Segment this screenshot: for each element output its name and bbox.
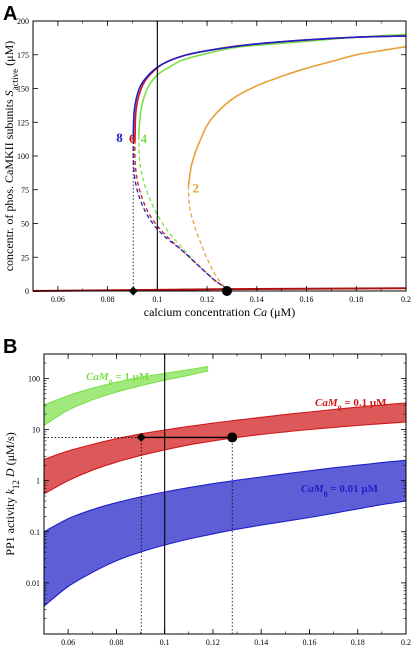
band-lower-0 — [43, 370, 209, 426]
panel-letter-b: B — [3, 336, 17, 358]
y-tick-label: 75 — [21, 186, 29, 195]
x-tick-label: 0.08 — [101, 295, 115, 304]
x-axis-label: calcium concentration Ca (μM) — [144, 305, 295, 319]
x-tick-label: 0.12 — [206, 638, 220, 647]
band-label-2: CaM0 = 0.01 μM — [301, 483, 379, 499]
x-tick-label: 0.06 — [61, 638, 75, 647]
y-tick-label: 150 — [17, 85, 29, 94]
stable-branch-8 — [132, 35, 407, 140]
curve-label-6: 6 — [129, 131, 136, 146]
y-tick-label: 175 — [17, 51, 29, 60]
band-lower-2 — [43, 500, 407, 607]
band-fill-2 — [44, 460, 406, 607]
band-fill-0 — [44, 366, 209, 426]
plot-frame — [32, 20, 407, 292]
x-tick-label: 0.2 — [401, 638, 411, 647]
chart-b: CaM0 = 1 μM CaM0 = 0.1 μM CaM0 = 0.01 μM 0.… — [3, 353, 411, 650]
unstable-branch-4 — [138, 135, 228, 291]
panel-letter-a: A — [3, 3, 17, 25]
band-lower-1 — [43, 421, 407, 495]
y-tick-label: 125 — [17, 118, 29, 127]
x-tick-label: 0.18 — [349, 295, 363, 304]
x-tick-label: 0.16 — [300, 295, 314, 304]
y-tick-label: 100 — [28, 374, 40, 383]
plot-frame — [43, 353, 407, 635]
y-tick-label: 200 — [17, 17, 29, 26]
x-tick-label: 0.16 — [302, 638, 316, 647]
x-tick-label: 0.1 — [152, 295, 162, 304]
activity-diamond — [136, 432, 146, 442]
x-tick-label: 0.18 — [351, 638, 365, 647]
curve-label-4: 4 — [141, 131, 148, 146]
stable-branch-4 — [137, 33, 407, 136]
x-tick-label: 0.08 — [109, 638, 123, 647]
curve-label-8: 8 — [116, 130, 123, 145]
chart-a: 2 468 0.06 0.08 0.1 0.12 0.14 0.16 0.18 0.2 0 25 50 7… — [2, 17, 411, 319]
x-tick-label: 0.14 — [254, 638, 268, 647]
x-tick-label: 0.14 — [250, 295, 264, 304]
band-fill-1 — [44, 403, 406, 494]
y-tick-label: 25 — [21, 253, 29, 262]
band-label-1: CaM0 = 0.1 μM — [315, 397, 387, 413]
y-tick-label: 0.01 — [26, 579, 40, 588]
x-tick-label: 0.06 — [51, 295, 65, 304]
band-upper-1 — [43, 402, 407, 460]
x-tick-label: 0.12 — [200, 295, 214, 304]
y-tick-label: 0 — [25, 287, 29, 296]
y-tick-label: 100 — [17, 152, 29, 161]
y-tick-label: 1 — [36, 477, 40, 486]
curve-label-2: 2 — [192, 181, 199, 196]
unstable-branch-6 — [134, 139, 228, 291]
unstable-branch-2 — [187, 185, 228, 291]
y-tick-label: 0.1 — [30, 528, 40, 537]
stable-branch-2 — [187, 45, 407, 186]
band-upper-2 — [43, 459, 407, 533]
activity-circle — [227, 432, 238, 443]
y-tick-label: 10 — [32, 426, 40, 435]
unstable-branch-8 — [132, 139, 228, 291]
y-axis-label: concentr. of phos. CaMKII subunits Sacti… — [2, 41, 20, 272]
x-axis-label: calcium concentration Ca (μM) — [149, 648, 300, 650]
lower-branch-line — [32, 287, 407, 292]
band-label-0: CaM0 = 1 μM — [86, 371, 150, 387]
x-tick-label: 0.2 — [401, 295, 411, 304]
band-upper-0 — [43, 366, 209, 406]
y-tick-label: 50 — [21, 220, 29, 229]
x-tick-label: 0.1 — [160, 638, 170, 647]
y-axis-label: PP1 activity k12 D (μM/s) — [3, 432, 21, 555]
stable-branch-6 — [134, 35, 407, 140]
